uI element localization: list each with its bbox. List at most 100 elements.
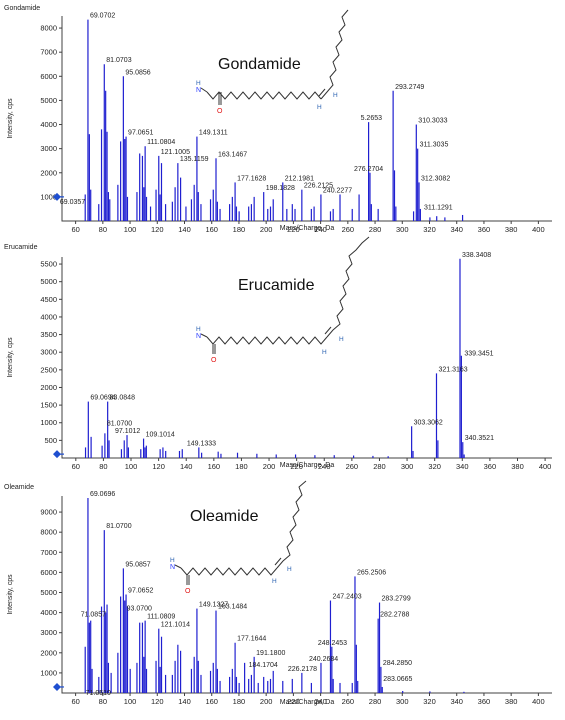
y-tick-label: 5500 xyxy=(40,260,57,269)
x-tick-label: 80 xyxy=(99,697,107,706)
peaks xyxy=(53,19,464,221)
peak-label: 311.3035 xyxy=(420,142,449,149)
peak-label: 5.2653 xyxy=(361,115,383,122)
peak-label: 95.0857 xyxy=(125,561,150,568)
peak-label: 135.1159 xyxy=(180,156,209,163)
x-tick-label: 140 xyxy=(178,225,191,234)
x-tick-label: 300 xyxy=(396,697,409,706)
peak-label: 212.1981 xyxy=(285,175,314,182)
hydrogen-atom: H xyxy=(196,326,201,333)
peak-label: 293.2749 xyxy=(395,84,424,91)
peak-label: 81.0703 xyxy=(106,57,131,64)
x-tick-label: 60 xyxy=(71,697,79,706)
peak-label: 312.3082 xyxy=(421,175,450,182)
peak-label: 69.0702 xyxy=(90,13,115,20)
peaks xyxy=(53,498,465,693)
peak-label: 69.0696 xyxy=(90,491,115,498)
x-tick-label: 400 xyxy=(532,697,545,706)
x-tick-label: 160 xyxy=(205,225,218,234)
peak-label: 95.0856 xyxy=(125,69,150,76)
peak-label: 81.0700 xyxy=(106,523,131,530)
peak-label: 163.1484 xyxy=(218,604,247,611)
x-tick-label: 360 xyxy=(484,462,497,471)
hydrogen-atom: H xyxy=(317,104,322,111)
peak-label: 111.0809 xyxy=(147,614,175,621)
y-tick-label: 3000 xyxy=(40,628,57,637)
x-tick-label: 100 xyxy=(124,225,137,234)
x-tick-label: 340 xyxy=(450,697,463,706)
peak-label: 283.0665 xyxy=(383,676,412,683)
y-tick-label: 5000 xyxy=(40,96,57,105)
peak-label: 310.3033 xyxy=(418,118,447,125)
x-tick-label: 260 xyxy=(346,462,359,471)
oxygen-atom: O xyxy=(217,108,223,115)
ticks: 60 80 100 120 140 160 180 200 220 240 260 280 300 320… xyxy=(40,260,551,471)
y-tick-label: 3500 xyxy=(40,330,57,339)
peak-label: 149.1311 xyxy=(199,130,228,137)
x-tick-label: 360 xyxy=(478,697,491,706)
y-tick-label: 1500 xyxy=(40,401,57,410)
peak-label: 240.2277 xyxy=(323,187,352,194)
y-tick-label: 2500 xyxy=(40,365,57,374)
x-tick-label: 160 xyxy=(208,462,221,471)
nitrogen-atom: N xyxy=(196,87,201,94)
y-tick-label: 4500 xyxy=(40,295,57,304)
peak-label: 338.3408 xyxy=(462,252,491,259)
x-tick-label: 360 xyxy=(478,225,491,234)
x-tick-label: 280 xyxy=(369,697,382,706)
x-tick-label: 300 xyxy=(396,225,409,234)
x-tick-label: 320 xyxy=(423,225,436,234)
x-tick-label: 180 xyxy=(233,225,246,234)
oleamide-structure: H N O H H xyxy=(170,480,307,595)
compound-name: Gondamide xyxy=(218,56,301,73)
peak-label: 276.2704 xyxy=(354,166,383,173)
y-tick-label: 1000 xyxy=(40,192,57,201)
oxygen-atom: O xyxy=(185,588,191,595)
y-tick-label: 1000 xyxy=(40,668,57,677)
x-tick-label: 220 xyxy=(287,225,300,234)
panel-title: Gondamide xyxy=(4,5,40,12)
peak-label: 121.1014 xyxy=(161,622,190,629)
peak-label: 283.2799 xyxy=(382,596,411,603)
y-tick-label: 5000 xyxy=(40,277,57,286)
x-tick-label: 200 xyxy=(260,697,273,706)
x-tick-label: 180 xyxy=(235,462,248,471)
x-tick-label: 200 xyxy=(260,225,273,234)
ticks: 60 80 100 120 140 160 180 200 220 240 260 280 300 320… xyxy=(40,508,544,706)
peaks xyxy=(53,258,465,459)
y-axis-label: Intensity, cps xyxy=(7,337,14,378)
y-tick-label: 7000 xyxy=(40,48,57,57)
peak-label: 71.0857 xyxy=(81,612,106,619)
axis-lines xyxy=(61,16,552,222)
x-tick-label: 80 xyxy=(99,225,107,234)
nitrogen-atom: N xyxy=(196,333,201,340)
x-tick-label: 380 xyxy=(505,225,518,234)
x-tick-label: 60 xyxy=(72,462,80,471)
peak-label: 93.0700 xyxy=(127,606,152,613)
axis-lines xyxy=(61,496,552,694)
peak-labels: 69.0696 81.0700 95.0857 97.0652 93.0700111.0… xyxy=(81,491,413,697)
peak-label: 339.3451 xyxy=(464,351,493,358)
peak-label: 149.1333 xyxy=(187,440,216,447)
hydrogen-atom: H xyxy=(196,80,201,87)
peak-label: 265.2506 xyxy=(357,569,386,576)
erucamide-structure: H N O H H xyxy=(196,236,370,364)
hydrogen-atom: H xyxy=(170,557,175,564)
peak-label: 97.0651 xyxy=(128,130,153,137)
y-tick-label: 4000 xyxy=(40,120,57,129)
x-tick-label: 220 xyxy=(287,697,300,706)
y-tick-label: 2000 xyxy=(40,383,57,392)
hydrogen-atom: H xyxy=(333,92,338,99)
y-tick-label: 8000 xyxy=(40,528,57,537)
x-tick-label: 160 xyxy=(205,697,218,706)
y-tick-label: 2000 xyxy=(40,168,57,177)
x-tick-label: 180 xyxy=(233,697,246,706)
y-tick-label: 7000 xyxy=(40,548,57,557)
y-tick-label: 9000 xyxy=(40,508,57,517)
x-tick-label: 260 xyxy=(342,697,355,706)
panel-title: Oleamide xyxy=(4,484,34,491)
oxygen-atom: O xyxy=(211,357,217,364)
peak-label: 284.2850 xyxy=(383,660,412,667)
y-tick-label: 4000 xyxy=(40,312,57,321)
peak-label: 69.0694 xyxy=(90,395,115,402)
